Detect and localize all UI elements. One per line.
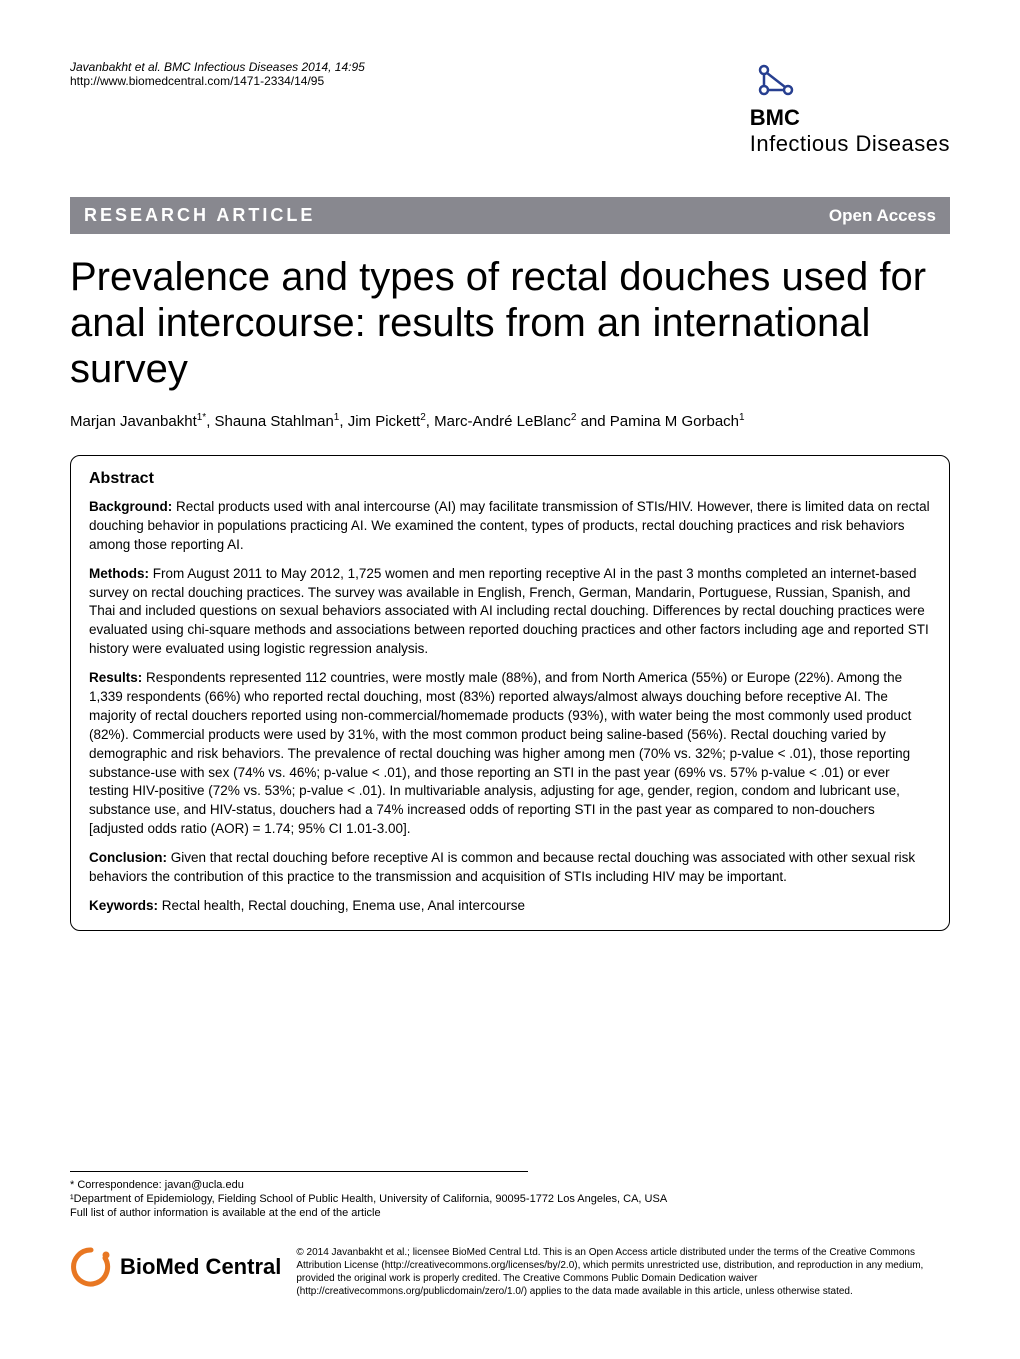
journal-name: BMC Infectious Diseases — [750, 105, 950, 157]
abstract-section: Background: Rectal products used with an… — [89, 498, 931, 555]
citation-url: http://www.biomedcentral.com/1471-2334/1… — [70, 74, 365, 88]
biomed-logo-text: BioMed Central — [120, 1254, 281, 1280]
abstract-section: Conclusion: Given that rectal douching b… — [89, 849, 931, 887]
biomed-central-logo: BioMed Central — [70, 1246, 281, 1288]
footer-divider — [70, 1171, 528, 1172]
abstract-section: Keywords: Rectal health, Rectal douching… — [89, 897, 931, 916]
footer: * Correspondence: javan@ucla.edu ¹Depart… — [70, 1171, 950, 1298]
abstract-text: Rectal products used with anal intercour… — [89, 499, 930, 552]
biomed-logo-icon — [70, 1246, 112, 1288]
bmc-logo-icon — [750, 60, 802, 102]
logo-journal: Infectious Diseases — [750, 131, 950, 156]
abstract-label: Results: — [89, 670, 142, 685]
citation: Javanbakht et al. BMC Infectious Disease… — [70, 60, 365, 88]
abstract-heading: Abstract — [89, 470, 931, 488]
abstract-label: Background: — [89, 499, 172, 514]
abstract-text: Given that rectal douching before recept… — [89, 850, 915, 884]
logo-bmc: BMC — [750, 105, 800, 130]
abstract-label: Conclusion: — [89, 850, 167, 865]
journal-logo: BMC Infectious Diseases — [750, 60, 950, 157]
footer-bottom: BioMed Central © 2014 Javanbakht et al.;… — [70, 1246, 950, 1298]
abstract-text: Rectal health, Rectal douching, Enema us… — [158, 898, 525, 913]
open-access-label: Open Access — [829, 206, 936, 226]
article-type-label: RESEARCH ARTICLE — [84, 205, 315, 226]
correspondence-affiliation: ¹Department of Epidemiology, Fielding Sc… — [70, 1192, 950, 1206]
correspondence-email: * Correspondence: javan@ucla.edu — [70, 1178, 950, 1192]
abstract-label: Keywords: — [89, 898, 158, 913]
article-type-bar: RESEARCH ARTICLE Open Access — [70, 197, 950, 234]
abstract-text: Respondents represented 112 countries, w… — [89, 670, 911, 836]
authors-list: Marjan Javanbakht1*, Shauna Stahlman1, J… — [70, 412, 950, 430]
license-text: © 2014 Javanbakht et al.; licensee BioMe… — [296, 1246, 950, 1298]
correspondence-note: Full list of author information is avail… — [70, 1206, 950, 1220]
citation-line1: Javanbakht et al. BMC Infectious Disease… — [70, 60, 365, 74]
abstract-section: Results: Respondents represented 112 cou… — [89, 669, 931, 839]
article-title: Prevalence and types of rectal douches u… — [70, 254, 950, 392]
abstract-section: Methods: From August 2011 to May 2012, 1… — [89, 565, 931, 659]
correspondence: * Correspondence: javan@ucla.edu ¹Depart… — [70, 1178, 950, 1221]
abstract-label: Methods: — [89, 566, 149, 581]
abstract-box: Abstract Background: Rectal products use… — [70, 455, 950, 931]
page-header: Javanbakht et al. BMC Infectious Disease… — [70, 60, 950, 157]
abstract-text: From August 2011 to May 2012, 1,725 wome… — [89, 566, 929, 657]
